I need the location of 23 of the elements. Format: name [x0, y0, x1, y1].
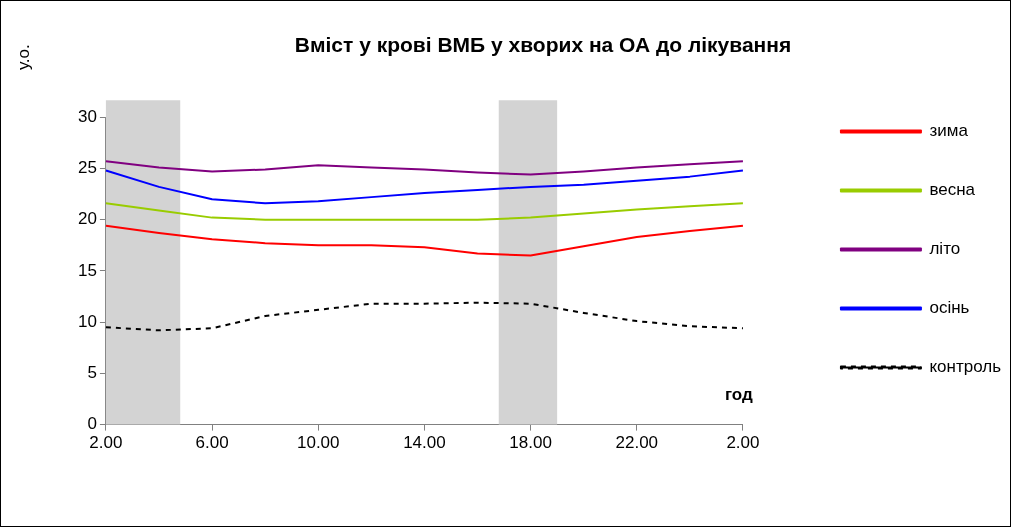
y-axis-title: у.о.: [14, 44, 34, 70]
x-axis-title: год: [724, 384, 753, 405]
y-tick-label: 20: [77, 209, 97, 229]
x-tick-label: 18.00: [509, 433, 552, 453]
y-tick-label: 15: [77, 260, 97, 280]
x-tick-label: 2.00: [726, 433, 760, 453]
legend-label: весна: [929, 180, 976, 200]
y-tick-label: 10: [77, 311, 97, 331]
x-tick-label: 6.00: [195, 433, 229, 453]
line-series: [104, 301, 744, 332]
legend-label: осінь: [929, 298, 970, 318]
x-tick-label: 22.00: [615, 433, 659, 453]
chart-title: Вміст у крові ВМБ у хворих на ОА до лікування: [294, 33, 792, 57]
legend-label: літо: [929, 239, 961, 259]
y-tick-label: 30: [77, 106, 97, 126]
legend-label: зима: [929, 121, 969, 141]
x-tick-label: 10.00: [296, 433, 340, 453]
x-tick-label: 14.00: [403, 433, 446, 453]
y-tick-label: 25: [77, 158, 97, 178]
y-tick-label: 0: [87, 414, 97, 434]
legend-label: контроль: [929, 357, 1002, 377]
x-tick-label: 2.00: [89, 433, 123, 453]
y-tick-label: 5: [87, 363, 97, 383]
